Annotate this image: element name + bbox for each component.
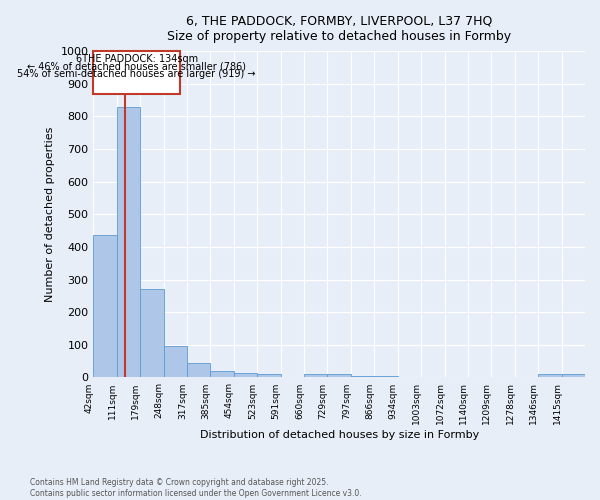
Bar: [351, 376, 374, 378]
Bar: [117, 106, 140, 378]
X-axis label: Distribution of detached houses by size in Formby: Distribution of detached houses by size …: [200, 430, 479, 440]
Text: 54% of semi-detached houses are larger (919) →: 54% of semi-detached houses are larger (…: [17, 68, 256, 78]
Bar: [234, 372, 257, 378]
Bar: [374, 376, 398, 378]
Text: Contains HM Land Registry data © Crown copyright and database right 2025.
Contai: Contains HM Land Registry data © Crown c…: [30, 478, 362, 498]
Y-axis label: Number of detached properties: Number of detached properties: [45, 126, 55, 302]
Text: ← 46% of detached houses are smaller (786): ← 46% of detached houses are smaller (78…: [27, 62, 246, 72]
Bar: [562, 374, 585, 378]
Bar: [538, 374, 562, 378]
Bar: [211, 371, 234, 378]
Bar: [140, 290, 164, 378]
Bar: [257, 374, 281, 378]
Bar: [304, 374, 328, 378]
Bar: [328, 374, 351, 378]
Bar: [93, 236, 117, 378]
Bar: [187, 363, 211, 378]
Bar: [164, 346, 187, 378]
FancyBboxPatch shape: [93, 51, 180, 94]
Title: 6, THE PADDOCK, FORMBY, LIVERPOOL, L37 7HQ
Size of property relative to detached: 6, THE PADDOCK, FORMBY, LIVERPOOL, L37 7…: [167, 15, 511, 43]
Text: 6THE PADDOCK: 134sqm: 6THE PADDOCK: 134sqm: [76, 54, 197, 64]
